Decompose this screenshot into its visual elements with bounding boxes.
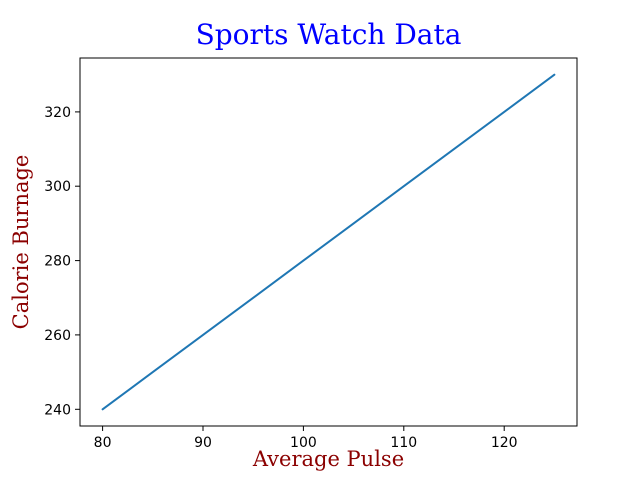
data-line	[101, 73, 556, 411]
x-tick-label: 120	[491, 435, 518, 451]
x-tick-label: 80	[94, 435, 112, 451]
x-axis-label: Average Pulse	[252, 447, 404, 471]
x-tick-label: 100	[290, 435, 317, 451]
y-axis-label: Calorie Burnage	[9, 155, 33, 330]
x-tick-label: 110	[390, 435, 417, 451]
chart-title: Sports Watch Data	[196, 18, 462, 51]
y-tick-label: 320	[44, 105, 71, 121]
x-tick-label: 90	[194, 435, 212, 451]
axes-spines	[79, 57, 578, 427]
y-tick-label: 240	[44, 402, 71, 418]
x-axis-ticks: 80 90 100 110 120	[94, 426, 518, 451]
y-tick-label: 280	[44, 254, 71, 270]
y-axis-ticks: 240 260 280 300 320	[44, 105, 80, 418]
y-tick-label: 300	[44, 179, 71, 195]
y-tick-label: 260	[44, 328, 71, 344]
